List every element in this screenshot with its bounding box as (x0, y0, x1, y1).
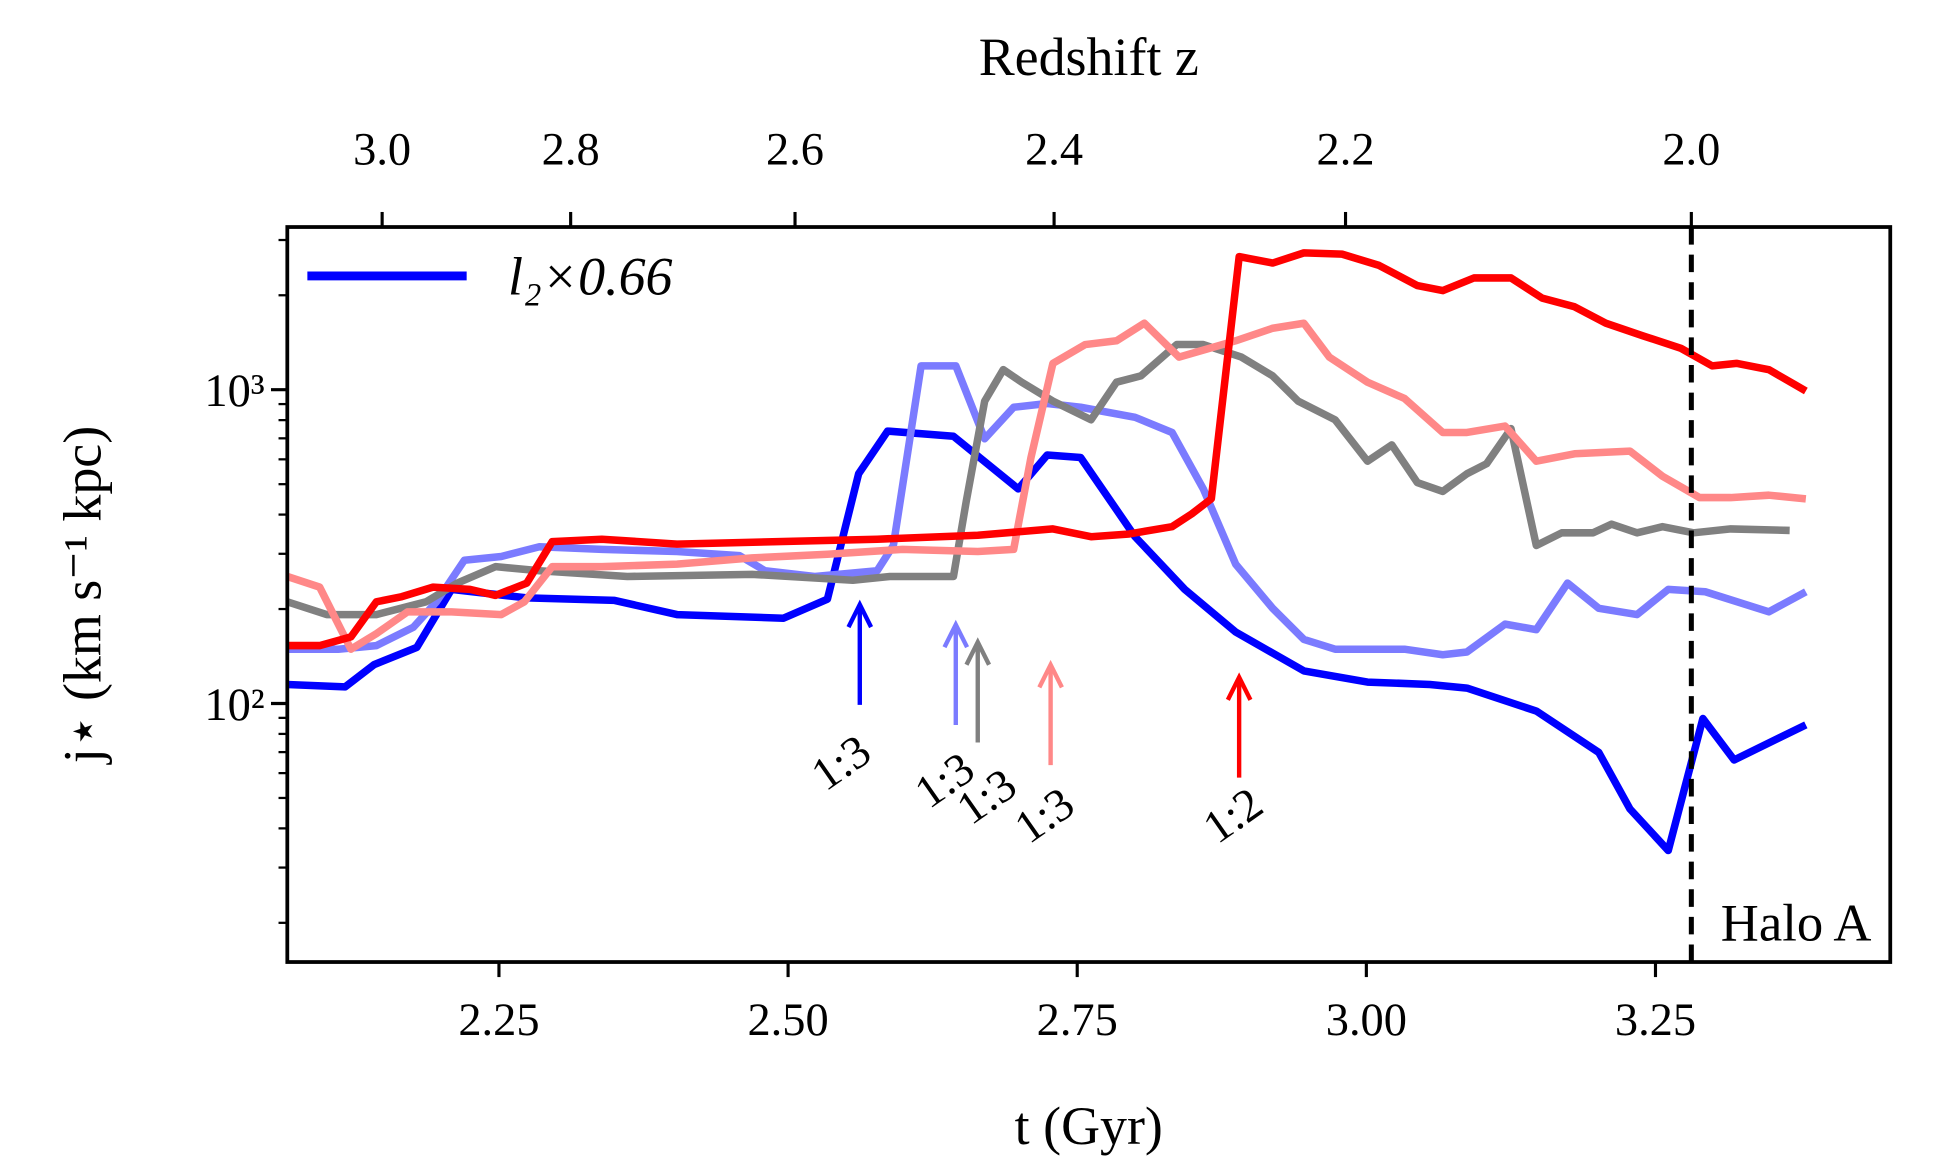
x-axis-label: t (Gyr) (1015, 1096, 1163, 1156)
series-line (287, 249, 1808, 650)
x-tick-label: 2.75 (1037, 995, 1118, 1046)
x2-axis-label: Redshift z (979, 27, 1199, 87)
y-axis-label: j⋆ (km s⁻¹ kpc) (52, 426, 112, 765)
annotation-label: 1:2 (1194, 778, 1272, 854)
x2-tick-label: 3.0 (353, 124, 411, 175)
arrow-head (964, 637, 992, 666)
y-tick-label: 10² (204, 680, 264, 731)
x-tick-label: 2.50 (747, 995, 828, 1046)
annotation-label: 1:3 (803, 725, 881, 801)
legend-label: l₂×0.66 (508, 247, 673, 307)
x-tick-label: 3.00 (1326, 995, 1407, 1046)
series-line (287, 427, 1808, 855)
x-tick-label: 3.25 (1615, 995, 1696, 1046)
panel-label: Halo A (1721, 895, 1872, 953)
arrow-head (942, 619, 970, 649)
x2-tick-label: 2.6 (766, 124, 824, 175)
x-tick-label: 2.25 (458, 995, 539, 1046)
arrow-head (846, 599, 874, 629)
series-line (287, 319, 1807, 653)
y-tick-label: 10³ (204, 366, 264, 417)
x2-tick-label: 2.0 (1662, 124, 1720, 175)
plot-frame (285, 225, 1893, 964)
arrow-head (1225, 672, 1253, 701)
arrow-head (1037, 659, 1064, 689)
series-line (287, 340, 1790, 619)
x2-tick-label: 2.8 (542, 124, 600, 175)
x2-tick-label: 2.4 (1025, 124, 1083, 175)
series-line (287, 362, 1808, 659)
plot-area (287, 249, 1808, 855)
x2-tick-label: 2.2 (1317, 124, 1375, 175)
